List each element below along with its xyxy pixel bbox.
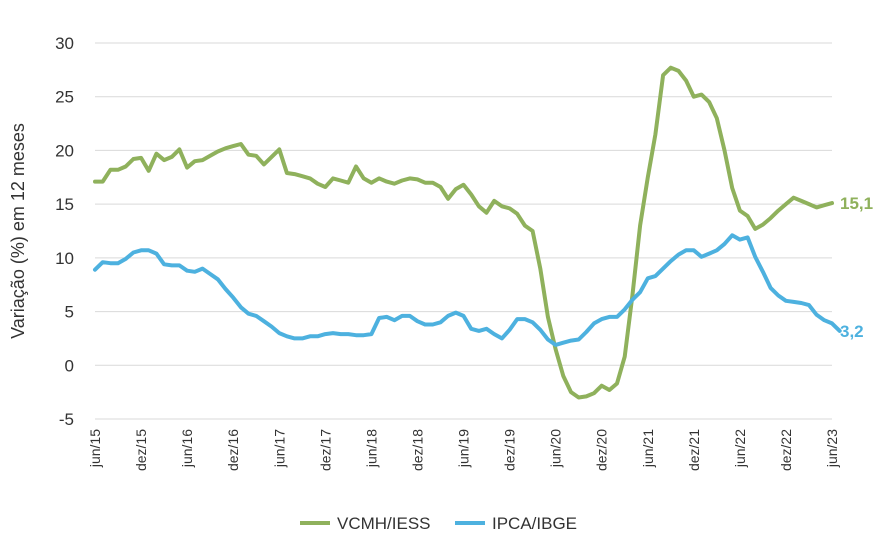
- x-tick-label: dez/15: [133, 429, 149, 471]
- end-labels: 15,1 3,2: [840, 194, 873, 341]
- x-tick-label: dez/18: [409, 429, 425, 471]
- series-line-ipca: [93, 233, 842, 347]
- x-tick-label: dez/21: [686, 429, 702, 471]
- x-tick-label: jun/17: [271, 429, 287, 468]
- y-tick-label: -5: [59, 410, 74, 429]
- x-tick-label: jun/16: [179, 429, 195, 468]
- x-tick-label: dez/17: [317, 429, 333, 471]
- legend-label: VCMH/IESS: [337, 514, 431, 533]
- y-axis-ticks: 30 25 20 15 10 5 0 -5: [55, 34, 74, 429]
- y-tick-label: 25: [55, 88, 74, 107]
- x-tick-label: dez/20: [594, 429, 610, 471]
- y-tick-label: 10: [55, 249, 74, 268]
- y-tick-label: 0: [65, 356, 74, 375]
- x-tick-label: jun/19: [456, 429, 472, 468]
- end-value-label: 15,1: [840, 194, 873, 213]
- x-tick-label: jun/22: [732, 429, 748, 468]
- y-tick-label: 30: [55, 34, 74, 53]
- y-tick-label: 15: [55, 195, 74, 214]
- gridlines: [95, 42, 832, 420]
- y-tick-label: 5: [65, 303, 74, 322]
- x-axis-ticks: jun/15 dez/15 jun/16 dez/16 jun/17 dez/17 jun/…: [87, 429, 840, 471]
- legend: VCMH/IESS IPCA/IBGE: [300, 514, 577, 533]
- x-tick-label: jun/21: [640, 429, 656, 468]
- y-axis-label: Variação (%) em 12 meses: [8, 123, 28, 339]
- series-lines: [93, 65, 842, 400]
- y-tick-label: 20: [55, 141, 74, 160]
- x-tick-label: dez/22: [778, 429, 794, 471]
- x-tick-label: dez/19: [502, 429, 518, 471]
- x-tick-label: jun/23: [824, 429, 840, 468]
- end-value-label: 3,2: [840, 322, 864, 341]
- x-tick-label: dez/16: [225, 429, 241, 471]
- x-tick-label: jun/15: [87, 429, 103, 468]
- series-line-vcmh: [93, 65, 834, 400]
- x-tick-label: jun/20: [548, 429, 564, 468]
- x-tick-label: jun/18: [363, 429, 379, 468]
- legend-label: IPCA/IBGE: [492, 514, 577, 533]
